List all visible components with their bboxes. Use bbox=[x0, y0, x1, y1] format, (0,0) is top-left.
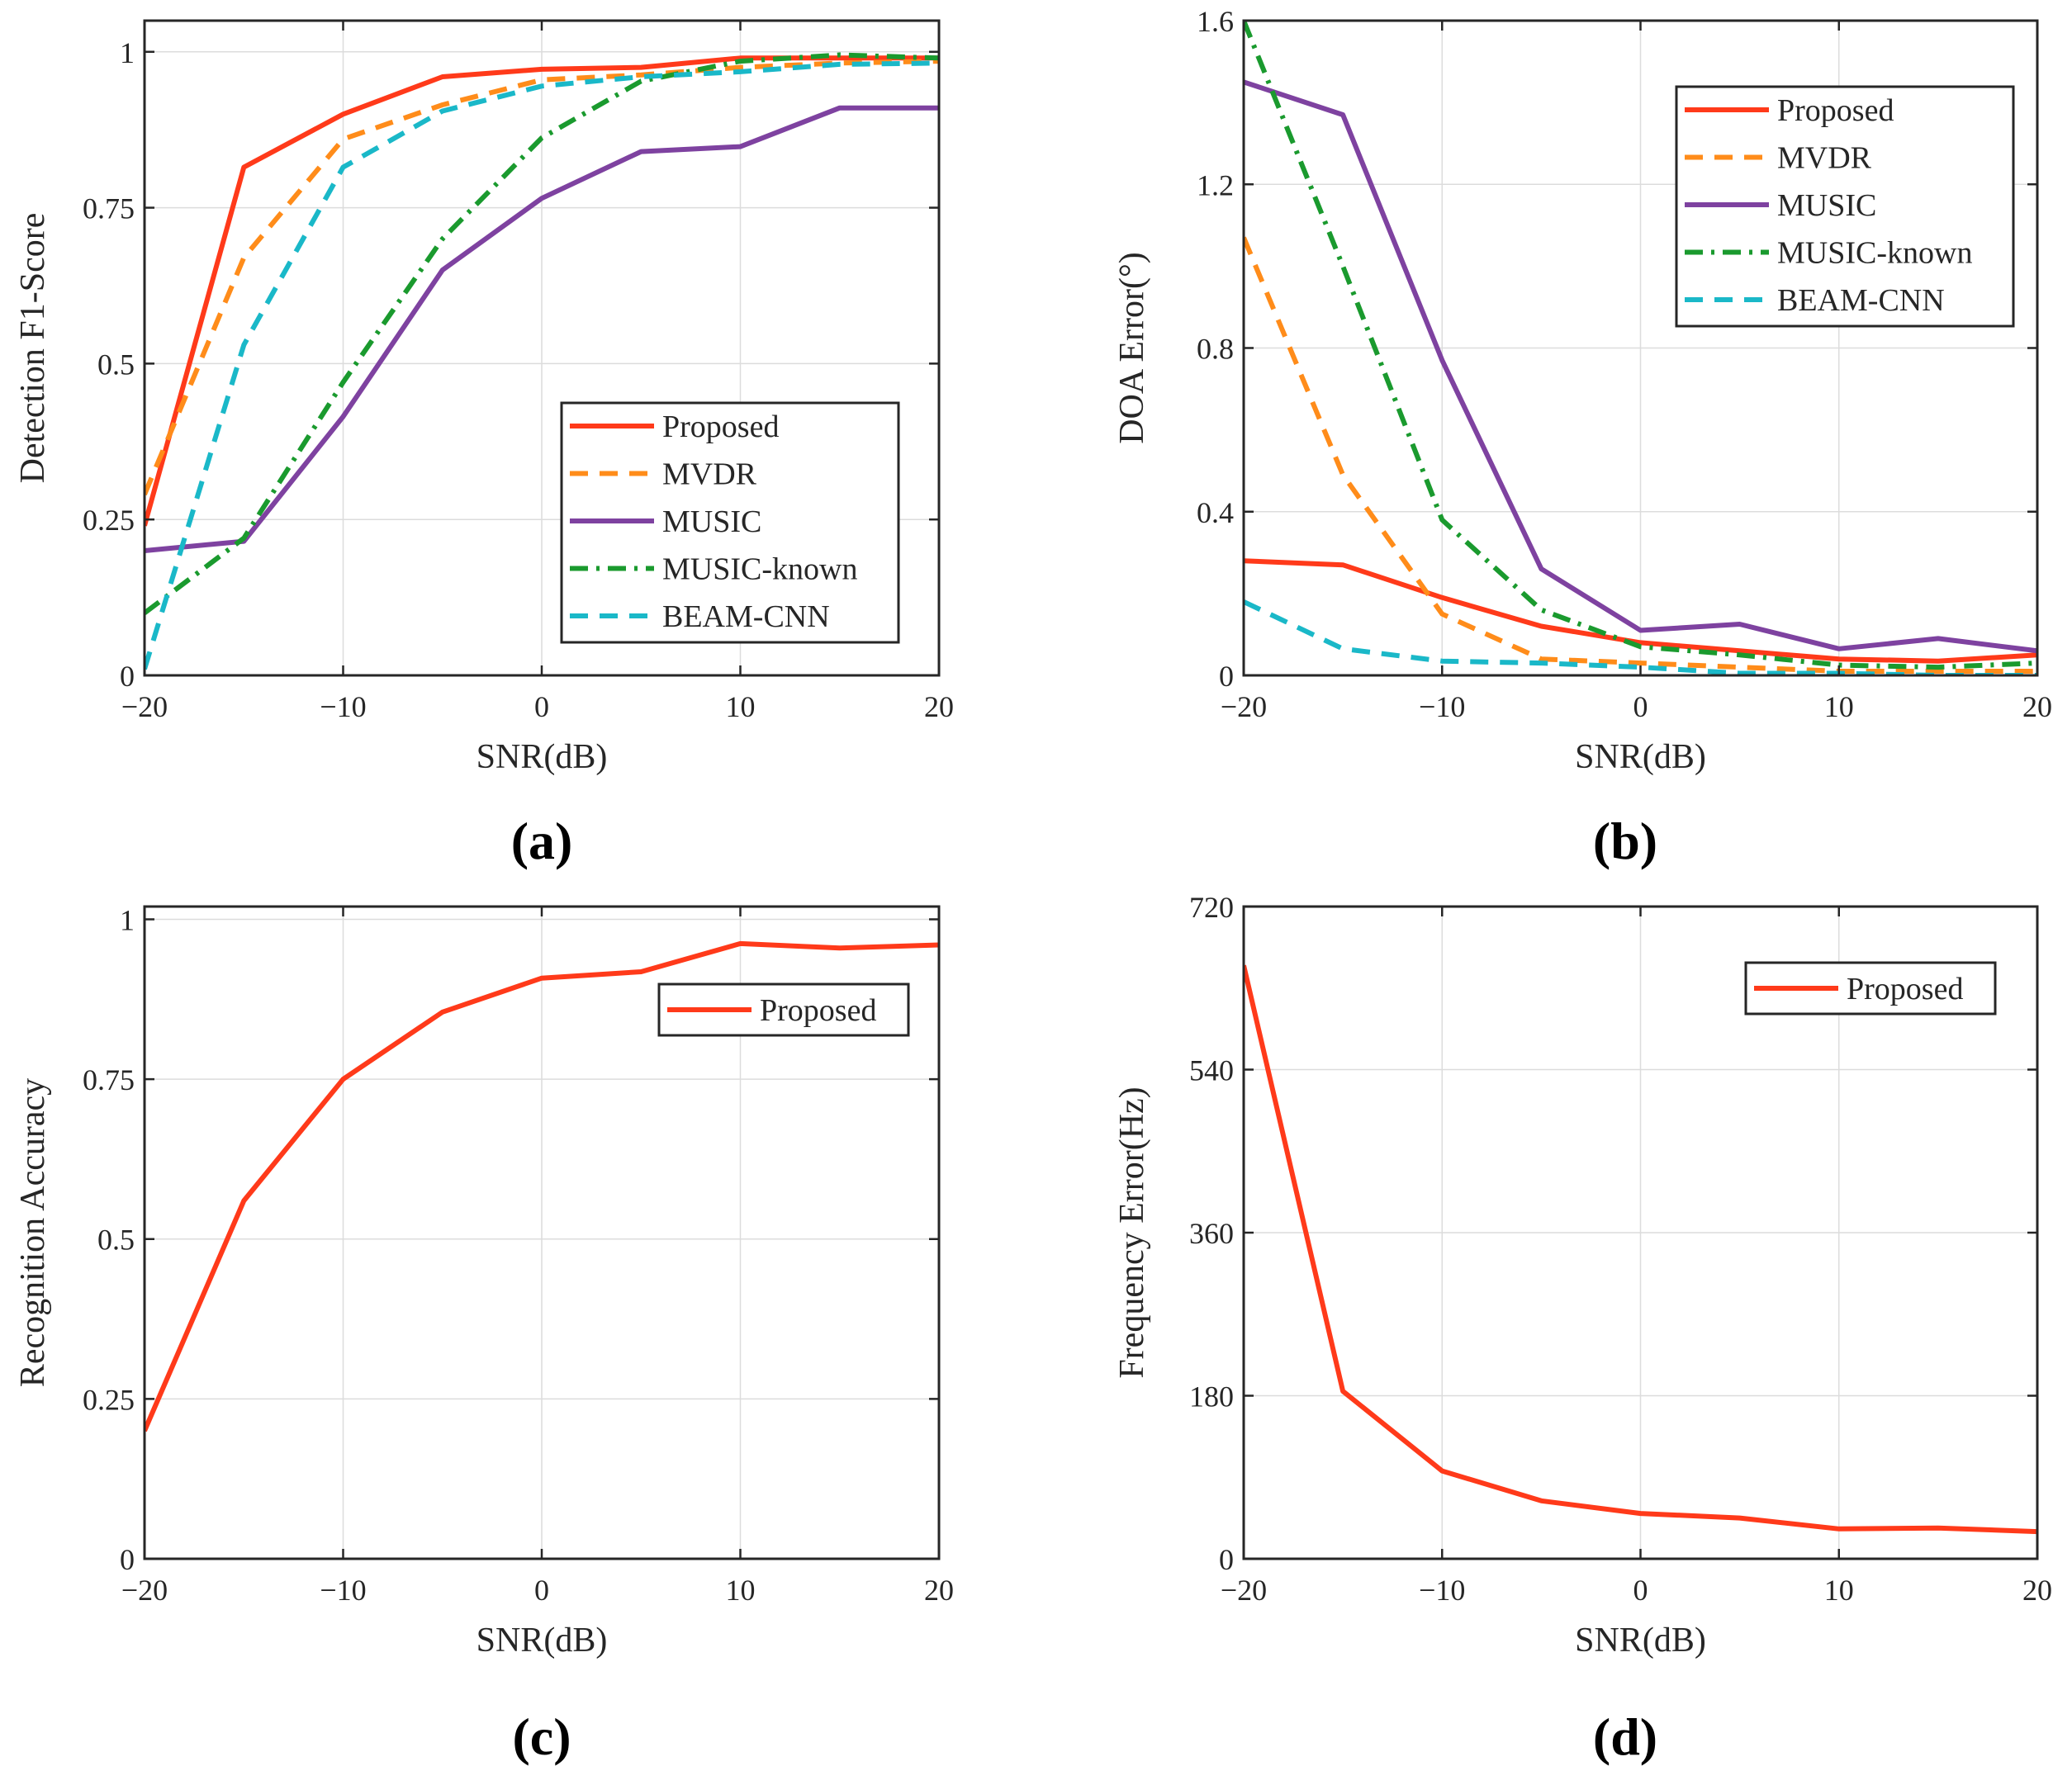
panel-a-detection-f1: −20 −10 0 10 20 0 0.25 0.5 0.75 1 SNR(dB) Detection… bbox=[14, 19, 954, 870]
y-tick-label: 180 bbox=[1189, 1380, 1234, 1413]
panel-b-doa-error: −20 −10 0 10 20 0 0.4 0.8 1.2 1.6 SNR(dB) DOA Error… bbox=[1113, 5, 2052, 870]
series-line-proposed bbox=[145, 55, 939, 527]
series-line-beam-cnn bbox=[145, 60, 939, 670]
series-line-music-known bbox=[1244, 19, 2037, 670]
legend: Proposed bbox=[1744, 961, 1997, 1016]
series-line-music bbox=[1244, 79, 2037, 654]
x-tick-label: 10 bbox=[726, 690, 756, 723]
y-tick-label: 1.6 bbox=[1197, 5, 1234, 38]
legend: Proposed bbox=[657, 982, 910, 1037]
y-tick-label: 0 bbox=[120, 1543, 135, 1576]
y-axis-label: Detection F1-Score bbox=[14, 213, 52, 484]
x-tick-label: 20 bbox=[924, 690, 954, 723]
y-tick-label: 1 bbox=[120, 36, 135, 69]
legend-label: MUSIC-known bbox=[1777, 236, 1972, 271]
legend-label: BEAM-CNN bbox=[1777, 283, 1945, 318]
legend-label: BEAM-CNN bbox=[662, 599, 830, 634]
panel-label: (a) bbox=[511, 812, 573, 870]
x-tick-label: −20 bbox=[1221, 690, 1267, 723]
x-axis-label: SNR(dB) bbox=[1575, 738, 1706, 776]
x-tick-label: 0 bbox=[534, 1574, 549, 1607]
y-tick-label: 0.25 bbox=[83, 1383, 135, 1416]
series-line-music bbox=[145, 105, 939, 553]
x-tick-label: −20 bbox=[121, 690, 168, 723]
series-line-mvdr bbox=[1244, 236, 2037, 674]
y-tick-label: 0.25 bbox=[83, 504, 135, 537]
y-tick-label: 0.5 bbox=[97, 348, 135, 381]
panel-label: (b) bbox=[1593, 812, 1657, 870]
legend-label: MUSIC bbox=[1777, 188, 1876, 223]
x-tick-label: −10 bbox=[320, 1574, 366, 1607]
legend: Proposed MVDR MUSIC MUSIC-known BEAM-CNN bbox=[1675, 85, 2015, 328]
x-axis-label: SNR(dB) bbox=[477, 738, 608, 776]
x-tick-label: −10 bbox=[320, 690, 366, 723]
x-tick-label: 10 bbox=[726, 1574, 756, 1607]
y-tick-label: 0.4 bbox=[1197, 496, 1234, 529]
legend-label: MUSIC bbox=[662, 504, 761, 539]
series-group bbox=[145, 52, 939, 670]
x-tick-label: −20 bbox=[1221, 1574, 1267, 1607]
panel-c-recognition-accuracy: −20 −10 0 10 20 0 0.25 0.5 0.75 1 SNR(dB) Recogniti… bbox=[14, 903, 954, 1766]
x-tick-label: −10 bbox=[1419, 690, 1465, 723]
y-axis-label: DOA Error(°) bbox=[1113, 252, 1151, 444]
x-tick-label: −20 bbox=[121, 1574, 168, 1607]
panel-label: (d) bbox=[1593, 1707, 1657, 1766]
series-group bbox=[1244, 19, 2037, 675]
y-tick-label: 0.75 bbox=[83, 192, 135, 225]
x-tick-label: 20 bbox=[2022, 1574, 2052, 1607]
series-group bbox=[145, 940, 939, 1432]
y-tick-label: 1.2 bbox=[1197, 168, 1234, 201]
x-tick-label: 20 bbox=[2022, 690, 2052, 723]
series-line-music-known bbox=[145, 52, 939, 615]
y-tick-label: 720 bbox=[1189, 891, 1234, 924]
y-tick-label: 360 bbox=[1189, 1217, 1234, 1250]
legend-label: MVDR bbox=[1777, 141, 1872, 176]
x-tick-label: 10 bbox=[1824, 1574, 1854, 1607]
legend-label: MUSIC-known bbox=[662, 552, 857, 587]
x-axis-label: SNR(dB) bbox=[477, 1622, 608, 1660]
y-tick-label: 0 bbox=[1219, 1543, 1234, 1576]
legend-label: MVDR bbox=[662, 457, 757, 492]
x-tick-label: 20 bbox=[924, 1574, 954, 1607]
x-tick-label: 0 bbox=[534, 690, 549, 723]
y-tick-label: 0 bbox=[1219, 660, 1234, 693]
y-tick-label: 0.8 bbox=[1197, 333, 1234, 366]
x-tick-label: 0 bbox=[1633, 690, 1648, 723]
series-line-proposed bbox=[1244, 558, 2037, 664]
series-line-proposed bbox=[1244, 964, 2037, 1535]
y-tick-label: 0.5 bbox=[97, 1224, 135, 1257]
x-axis-label: SNR(dB) bbox=[1575, 1622, 1706, 1660]
y-axis-label: Recognition Accuracy bbox=[14, 1078, 52, 1387]
legend: Proposed MVDR MUSIC MUSIC-known BEAM-CNN bbox=[560, 401, 900, 644]
y-tick-label: 0 bbox=[120, 660, 135, 693]
y-tick-label: 540 bbox=[1189, 1054, 1234, 1087]
series-line-mvdr bbox=[145, 59, 939, 496]
x-tick-label: 0 bbox=[1633, 1574, 1648, 1607]
panel-label: (c) bbox=[512, 1707, 571, 1766]
panel-d-frequency-error: −20 −10 0 10 20 0 180 360 540 720 SNR(dB) Frequency… bbox=[1113, 891, 2052, 1766]
legend-label: Proposed bbox=[1847, 972, 1963, 1006]
x-tick-label: −10 bbox=[1419, 1574, 1465, 1607]
legend-label: Proposed bbox=[1777, 93, 1894, 128]
x-tick-label: 10 bbox=[1824, 690, 1854, 723]
y-tick-label: 0.75 bbox=[83, 1063, 135, 1096]
legend-label: Proposed bbox=[662, 410, 779, 444]
y-tick-label: 1 bbox=[120, 903, 135, 936]
series-line-proposed bbox=[145, 940, 939, 1432]
y-axis-label: Frequency Error(Hz) bbox=[1113, 1087, 1151, 1378]
legend-label: Proposed bbox=[760, 993, 876, 1028]
series-group bbox=[1244, 964, 2037, 1535]
legend-box bbox=[560, 401, 900, 644]
